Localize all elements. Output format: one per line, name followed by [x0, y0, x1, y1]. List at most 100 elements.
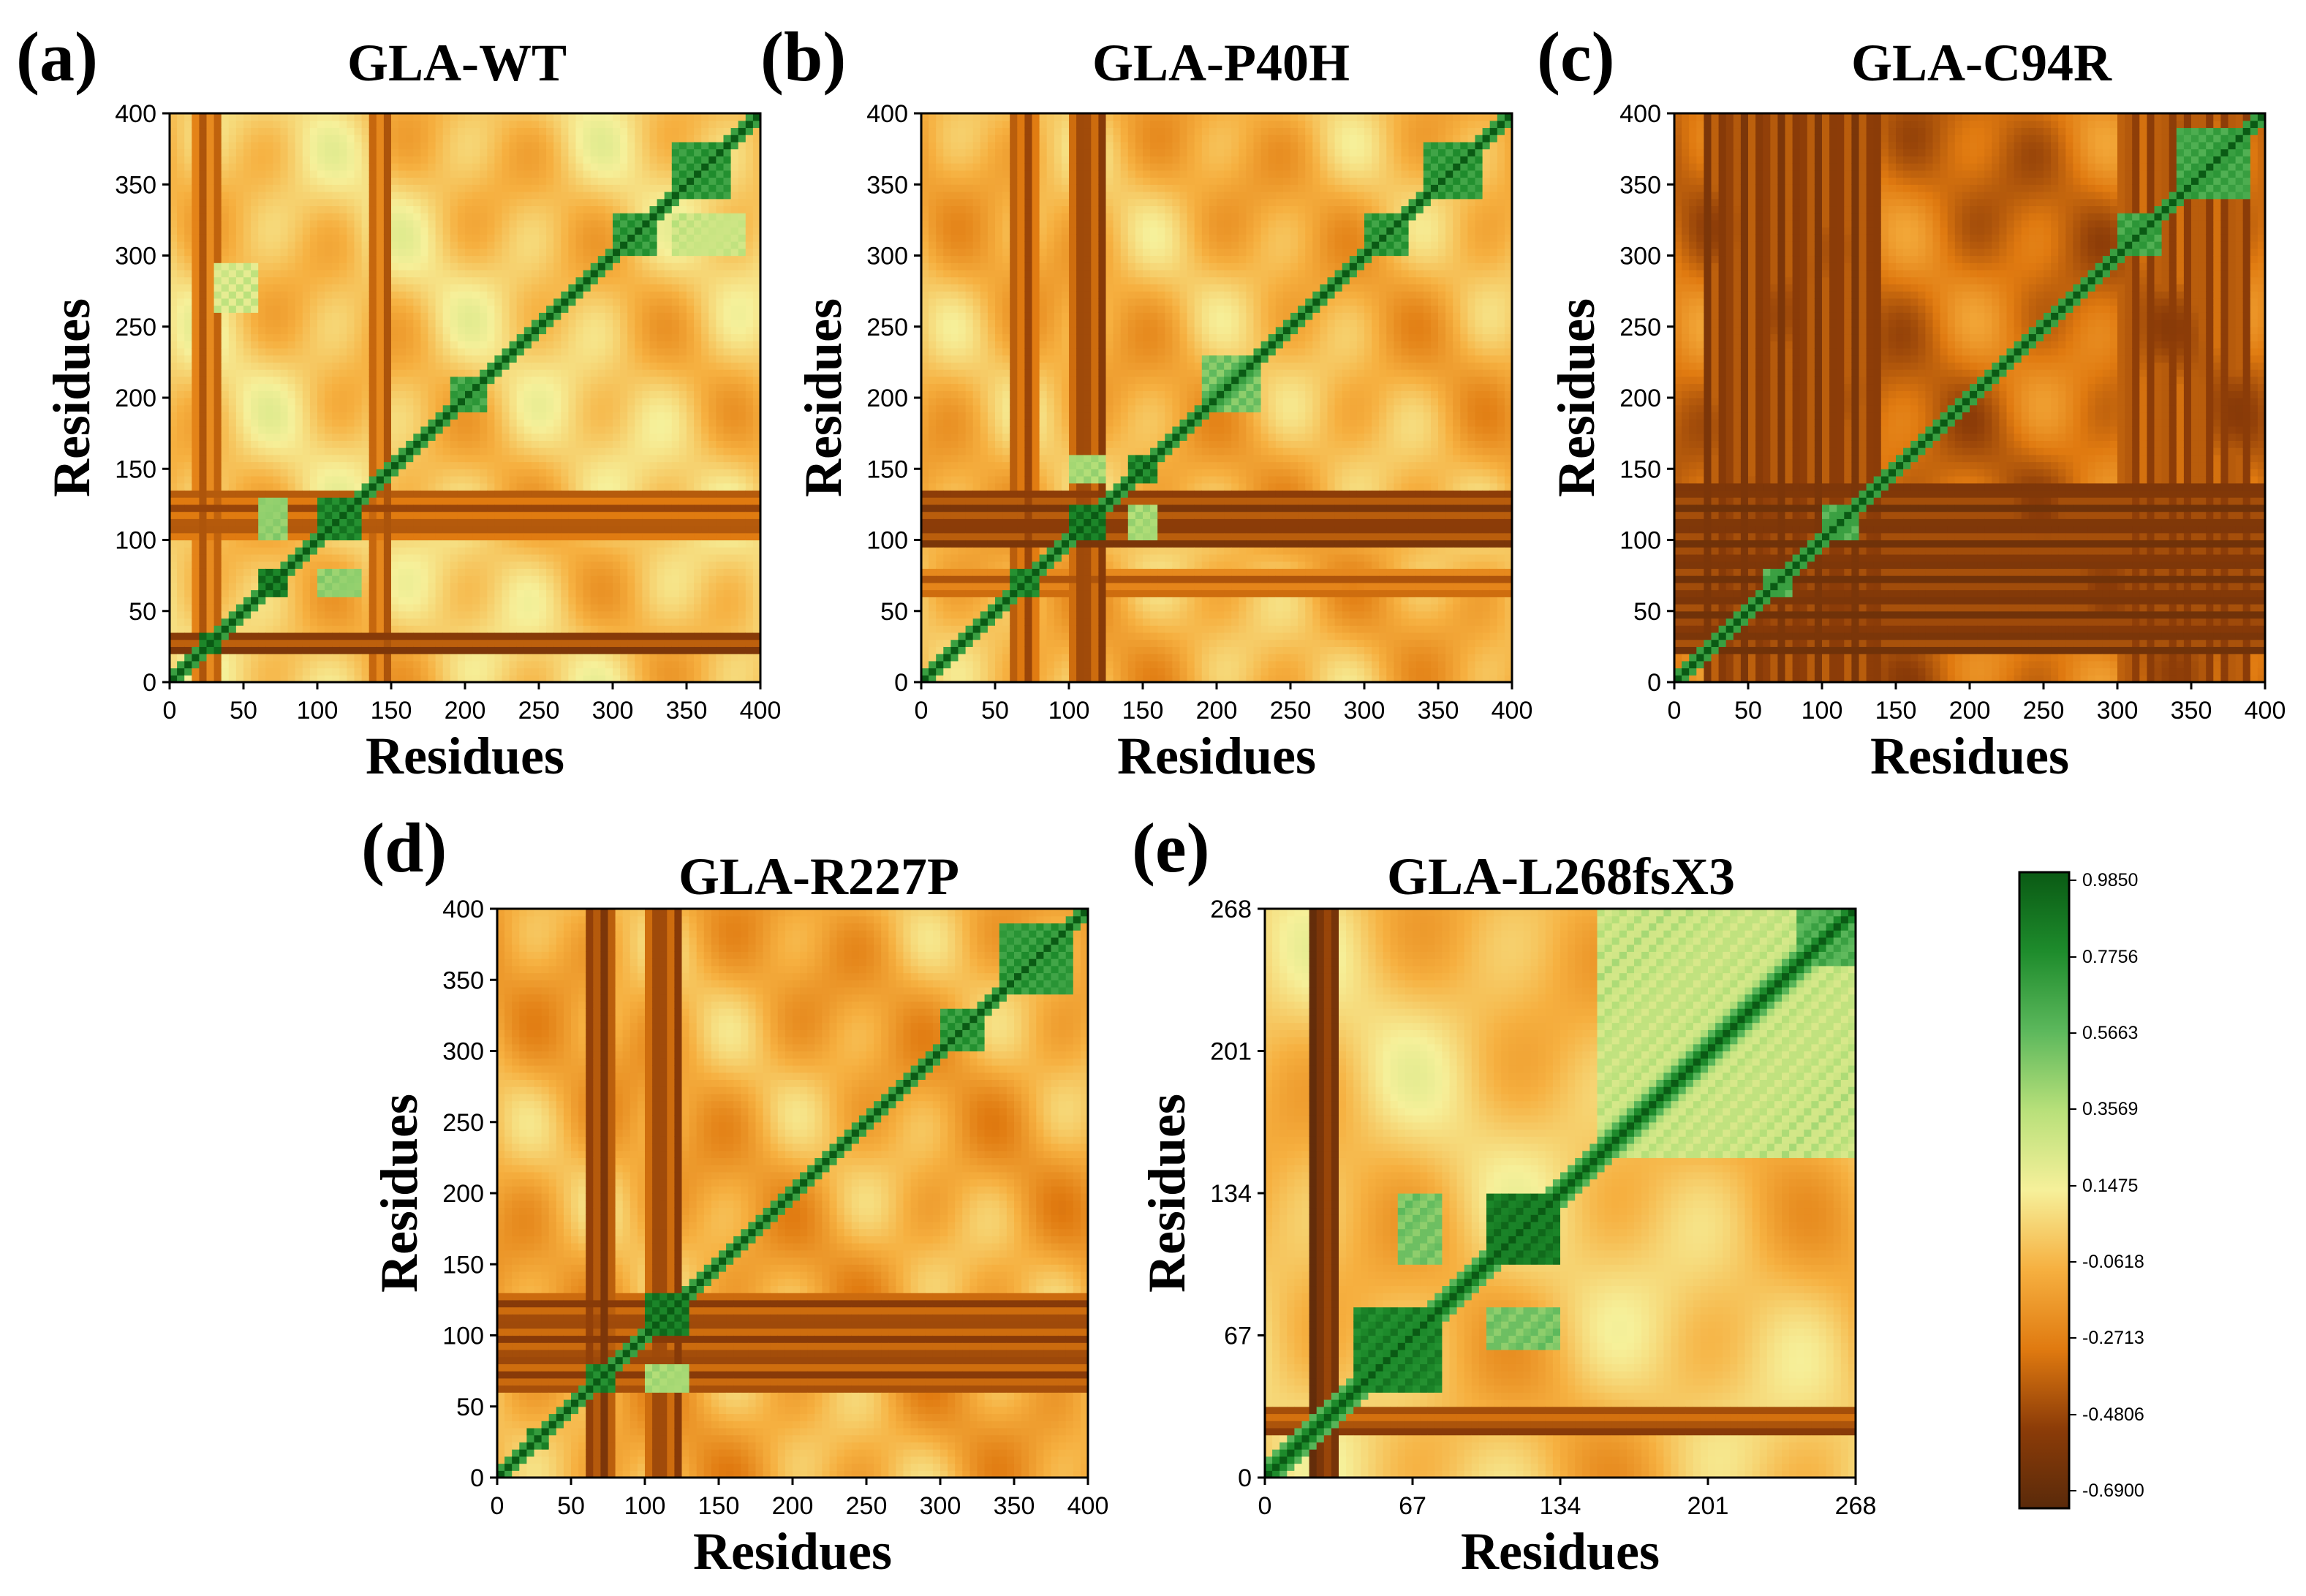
heatmap-cell — [207, 568, 215, 575]
heatmap-cell — [295, 241, 303, 249]
heatmap-cell — [258, 618, 266, 625]
heatmap-cell — [281, 462, 289, 469]
heatmap-cell — [295, 127, 303, 135]
heatmap-cell — [303, 205, 311, 213]
heatmap-cell — [236, 390, 244, 398]
heatmap-cell — [265, 504, 273, 512]
heatmap-cell — [199, 440, 207, 447]
heatmap-cell — [222, 561, 230, 569]
heatmap-cell — [251, 583, 259, 590]
heatmap-cell — [273, 390, 281, 398]
heatmap-cells — [170, 113, 761, 683]
heatmap-cell — [303, 113, 311, 121]
heatmap-cell — [243, 661, 252, 668]
heatmap-cell — [295, 632, 303, 640]
heatmap-cell — [192, 632, 200, 640]
heatmap-cell — [214, 377, 222, 384]
heatmap-cell — [281, 348, 289, 355]
heatmap-cell — [303, 121, 311, 128]
heatmap-cell — [265, 220, 273, 227]
heatmap-cell — [236, 121, 244, 128]
heatmap-cell — [303, 170, 311, 178]
heatmap-cell — [229, 135, 237, 142]
heatmap-cell — [273, 220, 281, 227]
heatmap-cell — [170, 483, 178, 491]
heatmap-cell — [192, 355, 200, 363]
heatmap-cell — [214, 284, 222, 291]
heatmap-cell — [207, 390, 215, 398]
heatmap-cell — [170, 469, 178, 476]
heatmap-cell — [310, 192, 318, 199]
heatmap-cell — [303, 398, 311, 405]
heatmap-cell — [310, 568, 318, 575]
heatmap-cell — [222, 575, 230, 583]
heatmap-cell — [236, 540, 244, 548]
heatmap-cell — [243, 241, 252, 249]
heatmap-cell — [177, 640, 185, 647]
heatmap-cell — [184, 476, 192, 483]
heatmap-cell — [303, 178, 311, 185]
heatmap-cell — [273, 518, 281, 526]
heatmap-cell — [265, 355, 273, 363]
heatmap-cell — [199, 284, 207, 291]
heatmap-cell — [214, 362, 222, 369]
heatmap-cell — [222, 333, 230, 341]
heatmap-cell — [303, 234, 311, 241]
heatmap-cell — [177, 597, 185, 604]
heatmap-cell — [251, 440, 259, 447]
heatmap-cell — [288, 526, 296, 533]
heatmap-cell — [207, 306, 215, 313]
heatmap-cell — [251, 604, 259, 611]
heatmap-cell — [281, 170, 289, 178]
heatmap-cell — [273, 661, 281, 668]
heatmap-cell — [265, 640, 273, 647]
heatmap-cell — [243, 483, 252, 491]
heatmap-cell — [281, 654, 289, 661]
heatmap-cell — [258, 199, 266, 206]
heatmap-cell — [243, 291, 252, 298]
heatmap-cell — [229, 291, 237, 298]
heatmap-cell — [295, 490, 303, 497]
heatmap-cell — [258, 249, 266, 256]
heatmap-cell — [243, 419, 252, 426]
heatmap-cell — [222, 447, 230, 455]
heatmap-cell — [243, 369, 252, 377]
heatmap-cell — [258, 440, 266, 447]
heatmap-cell — [273, 241, 281, 249]
heatmap-cell — [236, 518, 244, 526]
heatmap-cell — [243, 284, 252, 291]
heatmap-cell — [288, 142, 296, 149]
heatmap-cell — [273, 490, 281, 497]
heatmap-cell — [258, 604, 266, 611]
heatmap-cell — [236, 333, 244, 341]
heatmap-cell — [303, 384, 311, 391]
heatmap-cell — [303, 142, 311, 149]
heatmap-cell — [310, 469, 318, 476]
heatmap-cell — [258, 163, 266, 170]
heatmap-cell — [303, 462, 311, 469]
heatmap-cell — [236, 184, 244, 192]
heatmap-cell — [199, 462, 207, 469]
heatmap-cell — [207, 348, 215, 355]
heatmap-cell — [192, 362, 200, 369]
heatmap-cell — [295, 654, 303, 661]
heatmap-cell — [288, 440, 296, 447]
heatmap-cell — [265, 170, 273, 178]
heatmap-cell — [288, 419, 296, 426]
heatmap-cell — [243, 632, 252, 640]
heatmap-cell — [207, 170, 215, 178]
heatmap-cell — [281, 333, 289, 341]
heatmap-cell — [184, 590, 192, 597]
heatmap-cell — [243, 554, 252, 561]
heatmap-cell — [303, 355, 311, 363]
heatmap-cell — [310, 405, 318, 412]
heatmap-cell — [184, 262, 192, 270]
heatmap-cell — [207, 319, 215, 327]
heatmap-cell — [265, 455, 273, 462]
heatmap-cell — [251, 156, 259, 163]
heatmap-cell — [177, 291, 185, 298]
heatmap-cell — [288, 455, 296, 462]
heatmap-cell — [295, 298, 303, 306]
heatmap-cell — [207, 654, 215, 661]
heatmap-cell — [177, 646, 185, 654]
